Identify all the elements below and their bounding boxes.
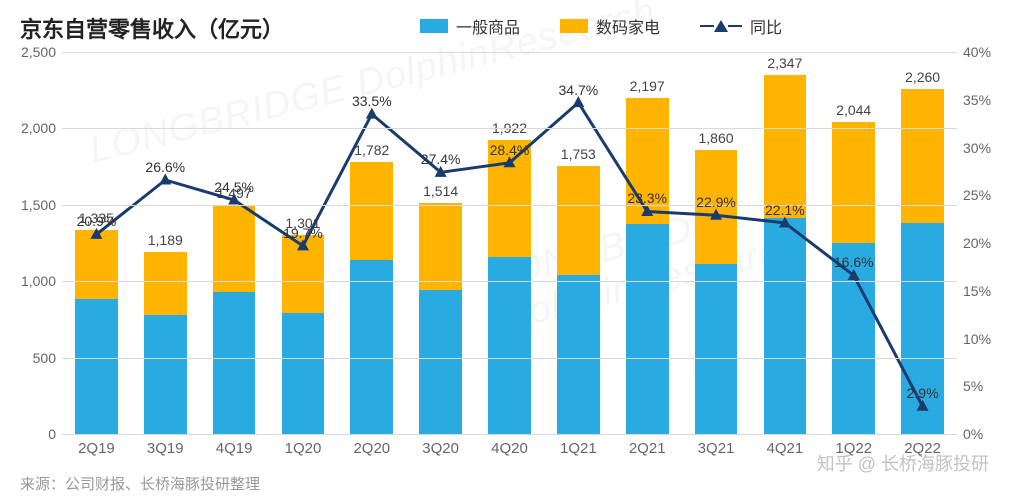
y-left-tick-label: 1,000: [21, 273, 62, 289]
line-value-label: 27.4%: [421, 152, 461, 168]
y-left-tick-label: 500: [33, 350, 62, 366]
line-value-label: 19.7%: [283, 225, 323, 241]
line-value-label: 22.9%: [696, 194, 736, 210]
watermark-corner: 知乎 @ 长桥海豚投研: [817, 450, 989, 476]
legend-swatch: [420, 19, 448, 33]
x-axis-label: 4Q21: [767, 434, 804, 457]
chart-container: LONGBRIDGE DolphinResearch LONGBRIDGE Do…: [0, 0, 1019, 504]
y-left-tick-label: 2,500: [21, 44, 62, 60]
legend-item: 数码家电: [560, 14, 660, 38]
y-right-tick-label: 0%: [957, 426, 983, 442]
line-value-label: 16.6%: [834, 255, 874, 271]
line-value-label: 23.3%: [627, 191, 667, 207]
x-axis-label: 1Q20: [285, 434, 322, 457]
x-axis-label: 2Q21: [629, 434, 666, 457]
y-right-tick-label: 25%: [957, 187, 991, 203]
y-right-tick-label: 10%: [957, 331, 991, 347]
y-right-tick-label: 5%: [957, 378, 983, 394]
line-value-label: 34.7%: [558, 82, 598, 98]
x-axis-label: 3Q20: [422, 434, 459, 457]
y-right-tick-label: 35%: [957, 92, 991, 108]
x-axis-label: 4Q20: [491, 434, 528, 457]
grid-line: [62, 281, 957, 282]
line-value-label: 24.5%: [214, 179, 254, 195]
line-value-label: 28.4%: [490, 142, 530, 158]
source-text: 来源：公司财报、长桥海豚投研整理: [20, 473, 260, 494]
legend-item: 同比: [700, 14, 782, 38]
x-axis-label: 1Q21: [560, 434, 597, 457]
y-left-tick-label: 0: [48, 426, 62, 442]
legend-label: 同比: [750, 14, 782, 38]
grid-line: [62, 52, 957, 53]
grid-line: [62, 128, 957, 129]
y-left-tick-label: 1,500: [21, 197, 62, 213]
x-axis-label: 3Q19: [147, 434, 184, 457]
line-value-label: 22.1%: [765, 202, 805, 218]
line-value-label: 20.9%: [77, 214, 117, 230]
legend-item: 一般商品: [420, 14, 520, 38]
y-right-tick-label: 30%: [957, 140, 991, 156]
y-right-tick-label: 40%: [957, 44, 991, 60]
legend-label: 数码家电: [596, 14, 660, 38]
x-axis-label: 3Q21: [698, 434, 735, 457]
line-value-label: 2.9%: [907, 385, 939, 401]
grid-line: [62, 205, 957, 206]
y-left-tick-label: 2,000: [21, 120, 62, 136]
y-right-tick-label: 20%: [957, 235, 991, 251]
chart-legend: 一般商品 数码家电 同比: [420, 14, 782, 38]
line-layer: [62, 52, 957, 434]
x-axis-label: 2Q19: [78, 434, 115, 457]
grid-line: [62, 358, 957, 359]
legend-swatch: [560, 19, 588, 33]
legend-label: 一般商品: [456, 14, 520, 38]
y-right-tick-label: 15%: [957, 283, 991, 299]
x-axis-label: 4Q19: [216, 434, 253, 457]
legend-line-marker: [700, 20, 742, 32]
chart-title: 京东自营零售收入（亿元）: [20, 12, 284, 44]
line-value-label: 33.5%: [352, 93, 392, 109]
x-axis-label: 2Q20: [353, 434, 390, 457]
plot-area: 1,3351,1891,4971,3011,7821,5141,9221,753…: [62, 52, 957, 434]
line-value-label: 26.6%: [145, 159, 185, 175]
